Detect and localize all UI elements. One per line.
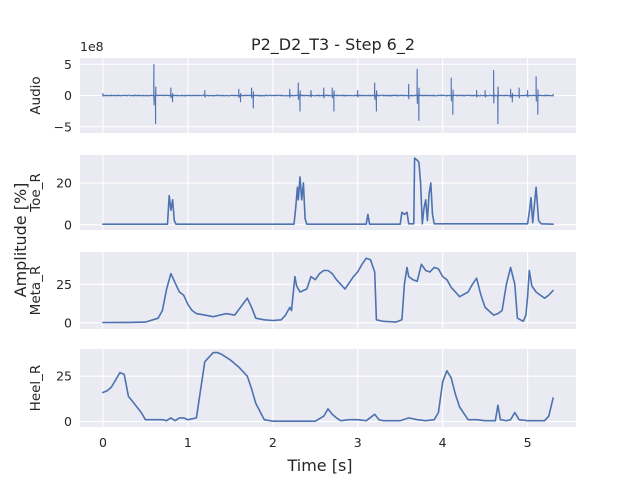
x-tick-label: 4 — [439, 435, 447, 450]
y-tick-label: 0 — [64, 217, 72, 232]
panel-ylabel: Meta_R — [28, 266, 44, 316]
x-tick-label: 3 — [354, 435, 362, 450]
x-tick-label: 2 — [269, 435, 277, 450]
series-line-audio — [102, 63, 554, 125]
subplot-heel_r: 0 25 Heel_R 0 1 2 3 4 5 — [28, 349, 576, 450]
plot-area — [80, 155, 576, 230]
x-tick-label: 5 — [524, 435, 532, 450]
y-tick-label: −5 — [54, 119, 72, 134]
y-tick-label: 0 — [64, 414, 72, 429]
subplot-audio: −5 0 5 Audio 1e8 — [28, 39, 576, 134]
series-line-meta_r — [102, 257, 554, 324]
x-axis-label: Time [s] — [286, 456, 352, 475]
y-tick-label: 0 — [64, 88, 72, 103]
y-tick-label: 5 — [64, 57, 72, 72]
series-line-heel_r — [102, 351, 554, 422]
y-axis-label: Amplitude [%] — [11, 183, 30, 298]
x-tick-label: 0 — [99, 435, 107, 450]
panel-ylabel: Toe_R — [28, 173, 44, 213]
series-line-toe_r — [102, 157, 554, 225]
y-tick-label: 0 — [64, 315, 72, 330]
chart-title: P2_D2_T3 - Step 6_2 — [251, 35, 415, 55]
panel-ylabel: Heel_R — [28, 365, 44, 412]
offset-label: 1e8 — [80, 39, 104, 54]
plot-area — [80, 252, 576, 329]
panel-ylabel: Audio — [28, 76, 44, 114]
subplot-meta_r: 0 25 Meta_R — [28, 252, 576, 330]
y-tick-label: 20 — [56, 176, 72, 191]
subplot-toe_r: 0 20 Toe_R — [28, 155, 576, 232]
plot-area — [80, 349, 576, 427]
x-tick-label: 1 — [184, 435, 192, 450]
y-tick-label: 25 — [56, 277, 72, 292]
y-tick-label: 25 — [56, 369, 72, 384]
